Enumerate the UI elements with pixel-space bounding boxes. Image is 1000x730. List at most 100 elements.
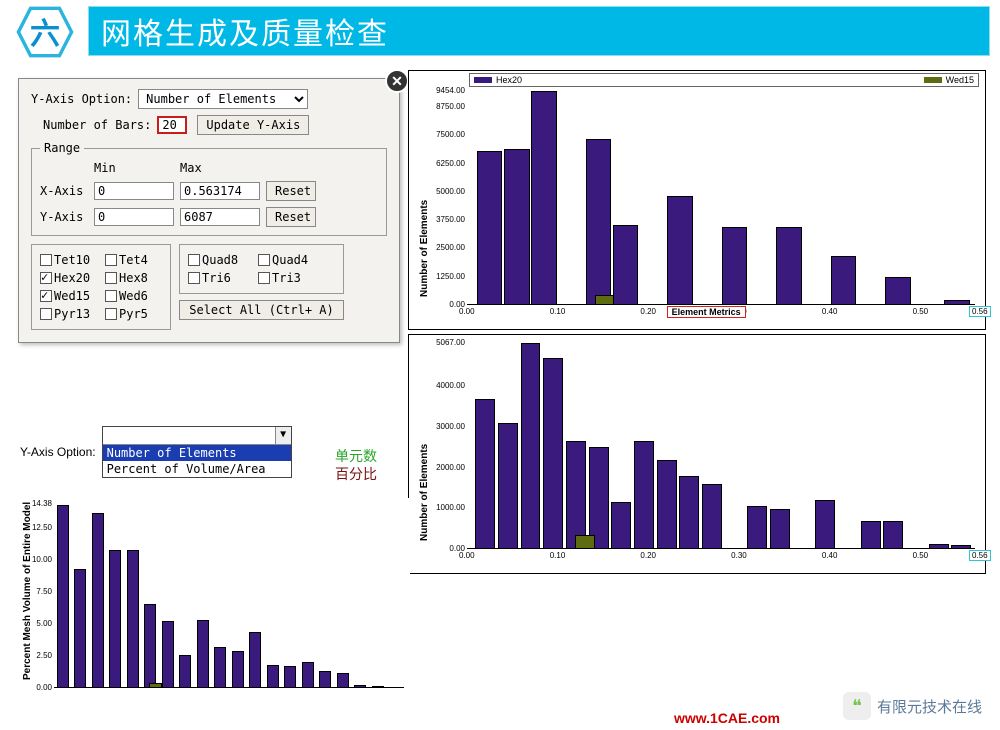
numbars-label: Number of Bars: — [43, 118, 151, 132]
bar — [498, 423, 518, 549]
yaxis-row-label: Y-Axis — [40, 210, 88, 224]
bar — [722, 227, 747, 305]
checkbox-hex8[interactable]: Hex8 — [105, 269, 162, 287]
ymin-input[interactable] — [94, 208, 174, 226]
xmin-input[interactable] — [94, 182, 174, 200]
bar — [197, 620, 209, 688]
bar — [477, 151, 502, 305]
checkbox-tri6[interactable]: Tri6 — [188, 269, 250, 287]
xaxis-row-label: X-Axis — [40, 184, 88, 198]
checkbox-icon[interactable] — [40, 254, 52, 266]
checkbox-label: Quad4 — [272, 253, 308, 267]
bar — [57, 505, 69, 688]
histogram-options-dialog: ✕ Y-Axis Option: Number of Elements Numb… — [18, 78, 400, 343]
checkbox-pyr13[interactable]: Pyr13 — [40, 305, 97, 323]
y-tick: 0.00 — [18, 683, 52, 692]
ymax-input[interactable] — [180, 208, 260, 226]
checkbox-pyr5[interactable]: Pyr5 — [105, 305, 162, 323]
y-tick: 2000.00 — [431, 463, 465, 472]
legend-swatch — [924, 77, 942, 83]
legend-swatch — [474, 77, 492, 83]
y-tick: 1250.00 — [431, 272, 465, 281]
checkbox-wed15[interactable]: Wed15 — [40, 287, 97, 305]
x-end-label: 0.56 — [969, 550, 991, 561]
bar — [521, 343, 541, 549]
annotation-percent: 百分比 — [335, 464, 377, 484]
max-header: Max — [180, 161, 260, 175]
y-axis-label: Number of Elements — [419, 200, 430, 297]
checkbox-icon[interactable] — [188, 272, 200, 284]
bar — [127, 550, 139, 688]
yaxis2-option-1[interactable]: Percent of Volume/Area — [103, 461, 291, 477]
bar — [657, 460, 677, 549]
section-badge: 六 — [10, 6, 80, 58]
checkbox-tri3[interactable]: Tri3 — [258, 269, 320, 287]
checkbox-icon[interactable] — [105, 290, 117, 302]
chart-middle: Number of Elements0.001000.002000.003000… — [408, 334, 986, 574]
checkbox-label: Tet10 — [54, 253, 90, 267]
update-yaxis-button[interactable]: Update Y-Axis — [197, 115, 309, 135]
bar — [319, 671, 331, 688]
footer-brand: ❝ 有限元技术在线 — [843, 692, 982, 720]
checkbox-icon[interactable] — [258, 254, 270, 266]
x-tick: 0.50 — [913, 551, 929, 560]
x-tick: 0.10 — [550, 551, 566, 560]
bar — [861, 521, 881, 549]
plot-area — [467, 91, 975, 305]
checkbox-label: Pyr5 — [119, 307, 148, 321]
bar — [815, 500, 835, 549]
checkbox-icon[interactable] — [188, 254, 200, 266]
checkbox-icon[interactable] — [105, 308, 117, 320]
header: 六 网格生成及质量检查 — [0, 0, 1000, 60]
legend-label: Hex20 — [496, 75, 522, 85]
checkbox-label: Wed6 — [119, 289, 148, 303]
checkbox-wed6[interactable]: Wed6 — [105, 287, 162, 305]
checkbox-quad4[interactable]: Quad4 — [258, 251, 320, 269]
bar — [575, 535, 595, 549]
x-tick: 0.10 — [550, 307, 566, 316]
reset-y-button[interactable]: Reset — [266, 207, 316, 227]
bar — [337, 673, 349, 688]
reset-x-button[interactable]: Reset — [266, 181, 316, 201]
bar — [831, 256, 856, 305]
checkbox-icon[interactable] — [40, 308, 52, 320]
yaxis-option-secondary: Y-Axis Option: ▼ Number of Elements Perc… — [20, 426, 400, 484]
checkbox-label: Hex20 — [54, 271, 90, 285]
x-tick: 0.40 — [822, 551, 838, 560]
numbars-input[interactable] — [157, 116, 187, 134]
select-all-button[interactable]: Select All (Ctrl+ A) — [179, 300, 344, 320]
checkbox-icon[interactable] — [105, 272, 117, 284]
y-tick: 3000.00 — [431, 422, 465, 431]
bar — [702, 484, 722, 549]
legend-label: Wed15 — [946, 75, 974, 85]
checkbox-hex20[interactable]: Hex20 — [40, 269, 97, 287]
bar — [770, 509, 790, 549]
checkbox-tet4[interactable]: Tet4 — [105, 251, 162, 269]
y-tick: 2500.00 — [431, 243, 465, 252]
bar — [586, 139, 611, 305]
chevron-down-icon[interactable]: ▼ — [275, 427, 291, 444]
checkbox-tet10[interactable]: Tet10 — [40, 251, 97, 269]
yaxis2-option-0[interactable]: Number of Elements — [103, 445, 291, 461]
yaxis-option-select[interactable]: Number of Elements — [138, 89, 308, 109]
checkbox-icon[interactable] — [105, 254, 117, 266]
bar — [354, 685, 366, 688]
bar — [929, 544, 949, 549]
checkbox-icon[interactable] — [258, 272, 270, 284]
checkbox-icon[interactable] — [40, 290, 52, 302]
xmax-input[interactable] — [180, 182, 260, 200]
bar — [589, 447, 609, 549]
bar — [109, 550, 121, 688]
checkbox-icon[interactable] — [40, 272, 52, 284]
plot-area — [54, 504, 404, 688]
element-types-right: Quad8 Quad4 Tri6 Tri3 — [179, 244, 344, 294]
chart-legend: Hex20 Wed15 — [469, 73, 979, 87]
bar — [232, 651, 244, 688]
bar — [284, 666, 296, 688]
checkbox-quad8[interactable]: Quad8 — [188, 251, 250, 269]
chart-bottom-left: Percent Mesh Volume of Entire Model0.002… — [12, 498, 410, 708]
y-tick: 5067.00 — [431, 338, 465, 347]
range-legend: Range — [40, 141, 84, 155]
close-icon[interactable]: ✕ — [385, 69, 409, 93]
yaxis2-select[interactable]: ▼ Number of Elements Percent of Volume/A… — [102, 426, 292, 478]
